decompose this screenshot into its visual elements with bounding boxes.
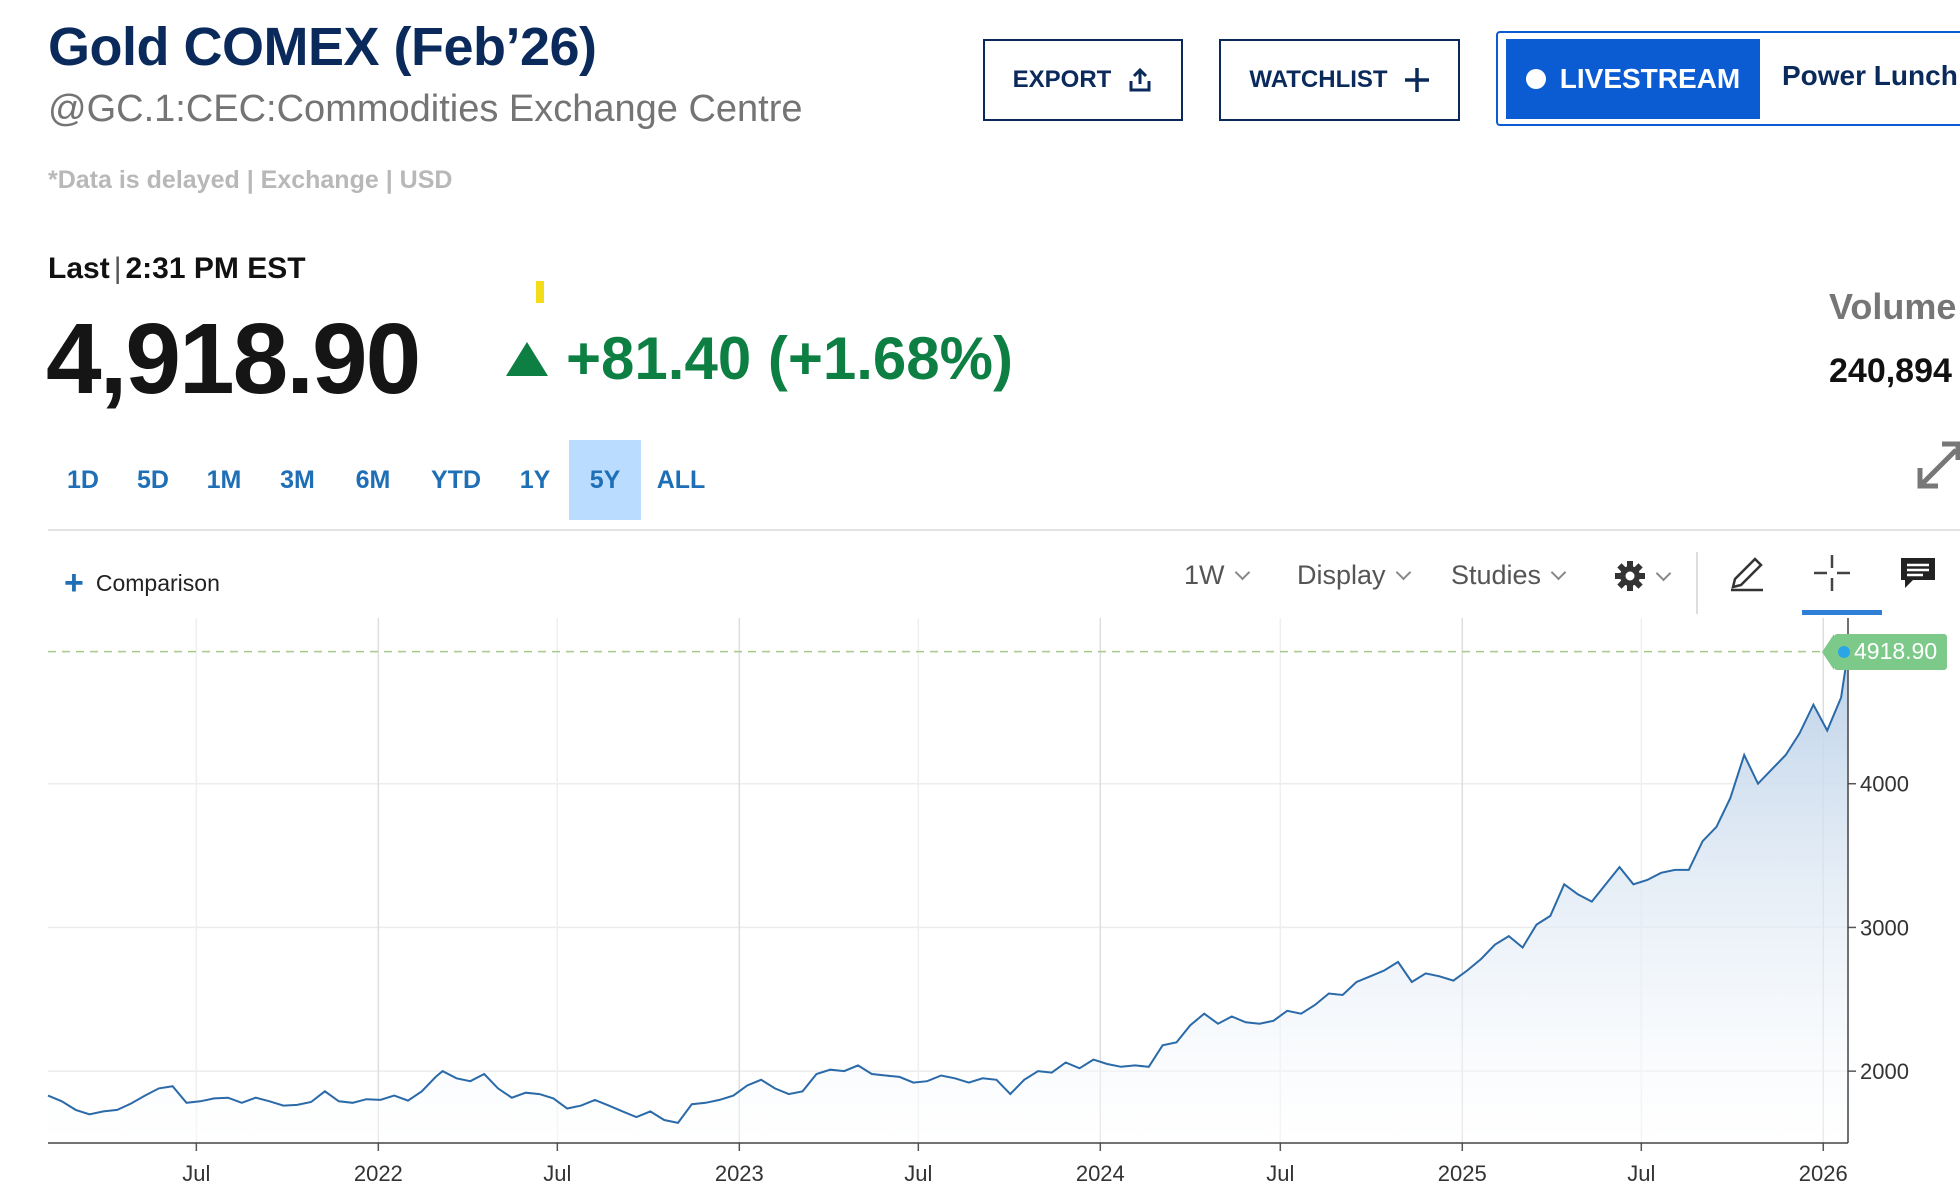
divider: [48, 529, 1960, 531]
range-5y[interactable]: 5Y: [569, 440, 641, 520]
last-price-tag-label: 4918.90: [1854, 638, 1938, 665]
x-tick-label: 2023: [715, 1161, 764, 1186]
chevron-down-icon: [1550, 564, 1567, 581]
chevron-down-icon: [1395, 564, 1411, 581]
display-dropdown[interactable]: Display: [1297, 560, 1411, 591]
price-chart[interactable]: 2000 3000 4000 Jul 2022 Jul 2023 Jul 2024 Jul 2025…: [0, 618, 1960, 1194]
studies-label: Studies: [1451, 560, 1542, 590]
last-trade-row: Last | 2:31 PM EST: [48, 252, 306, 286]
x-tick-label: 2024: [1076, 1161, 1125, 1186]
symbol-subtitle: @GC.1:CEC:Commodities Exchange Centre: [48, 88, 803, 130]
range-5d[interactable]: 5D: [137, 465, 169, 494]
page-title: Gold COMEX (Feb’26): [48, 17, 597, 77]
livestream-panel[interactable]: [1496, 31, 1960, 126]
x-tick-label: Jul: [543, 1161, 571, 1186]
livestream-button[interactable]: LIVESTREAM: [1506, 39, 1760, 119]
volume-value: 240,894: [1829, 352, 1952, 390]
range-3m[interactable]: 3M: [280, 465, 315, 494]
crosshair-icon[interactable]: [1812, 553, 1852, 593]
settings-dropdown[interactable]: [1614, 560, 1672, 592]
export-button[interactable]: EXPORT: [983, 39, 1183, 121]
range-6m[interactable]: 6M: [355, 465, 391, 494]
gear-icon: [1615, 561, 1645, 591]
y-tick-label: 3000: [1860, 915, 1909, 940]
up-triangle-icon: [506, 342, 548, 376]
chevron-down-icon: [1655, 565, 1672, 581]
last-point-dot: [1838, 645, 1850, 658]
x-tick-label: Jul: [182, 1161, 210, 1186]
comment-icon[interactable]: [1899, 556, 1937, 590]
last-label: Last: [48, 252, 110, 285]
price-line: [47, 651, 1849, 1125]
x-tick-label: 2026: [1799, 1161, 1848, 1186]
share-icon: [1129, 67, 1151, 92]
plus-icon: +: [64, 564, 84, 602]
range-ytd[interactable]: YTD: [431, 465, 481, 494]
range-all[interactable]: ALL: [656, 465, 706, 494]
watchlist-button[interactable]: WATCHLIST: [1219, 39, 1460, 121]
x-tick-label: Jul: [904, 1161, 932, 1186]
x-tick-label: Jul: [1266, 1161, 1294, 1186]
studies-dropdown[interactable]: Studies: [1451, 560, 1567, 591]
volume-label: Volume: [1829, 286, 1957, 327]
x-tick-label: 2025: [1438, 1161, 1487, 1186]
toolbar-divider: [1696, 552, 1698, 614]
pencil-icon[interactable]: [1727, 553, 1767, 593]
update-marker: [536, 281, 544, 303]
live-show-name[interactable]: Power Lunch: [1782, 60, 1958, 91]
livestream-label: LIVESTREAM: [1559, 63, 1741, 94]
last-separator: |: [113, 252, 122, 285]
active-tool-underline: [1802, 610, 1882, 615]
chevron-down-icon: [1234, 564, 1250, 581]
price-area: [48, 651, 1848, 1143]
range-1m[interactable]: 1M: [206, 465, 242, 494]
y-tick-label: 2000: [1860, 1059, 1909, 1084]
export-label: EXPORT: [1012, 66, 1112, 93]
last-price: 4,918.90: [46, 303, 421, 415]
comparison-button[interactable]: + Comparison: [64, 566, 220, 600]
plus-icon: [1404, 68, 1429, 92]
last-time: 2:31 PM EST: [125, 252, 306, 285]
x-tick-label: 2022: [354, 1161, 403, 1186]
price-change: +81.40 (+1.68%): [566, 325, 1013, 392]
delay-note: *Data is delayed | Exchange | USD: [48, 166, 453, 194]
expand-icon[interactable]: [1916, 438, 1960, 490]
watchlist-label: WATCHLIST: [1249, 66, 1388, 93]
range-1y[interactable]: 1Y: [519, 465, 551, 494]
range-selector: 1D 5D 1M 3M 6M YTD 1Y 5Y ALL: [48, 440, 721, 520]
y-tick-label: 4000: [1860, 772, 1909, 797]
comparison-label: Comparison: [95, 569, 220, 596]
range-1d[interactable]: 1D: [67, 465, 99, 494]
interval-label: 1W: [1184, 560, 1225, 590]
last-price-tag: 4918.90: [1821, 633, 1948, 670]
live-dot-icon: [1525, 69, 1546, 89]
x-tick-label: Jul: [1627, 1161, 1655, 1186]
display-label: Display: [1297, 560, 1386, 590]
interval-dropdown[interactable]: 1W: [1184, 560, 1250, 591]
